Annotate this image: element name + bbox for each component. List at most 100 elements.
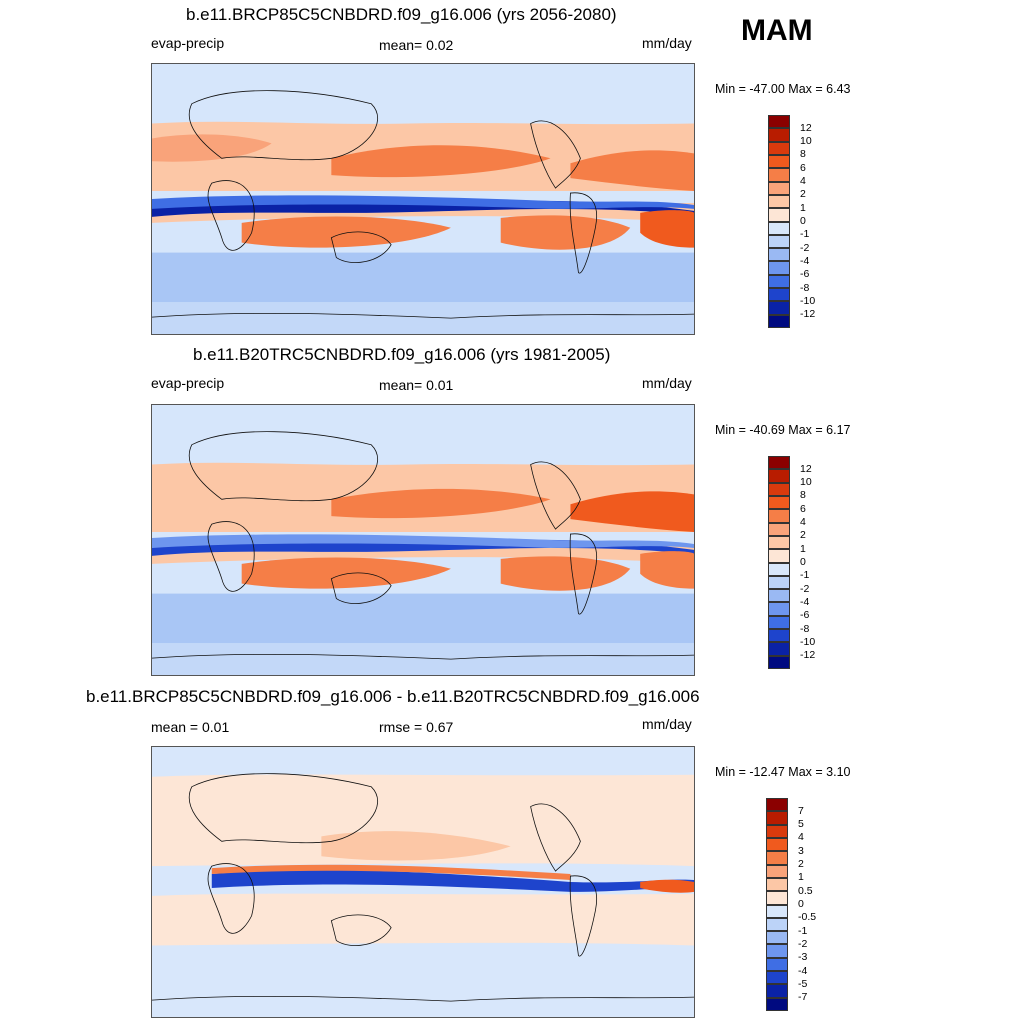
colorbar-tick-label: -10 — [800, 294, 816, 307]
panel-3-map-field — [152, 747, 694, 1017]
colorbar-tick-label: 10 — [800, 476, 812, 489]
colorbar-swatch — [766, 904, 788, 918]
colorbar-swatch — [768, 128, 790, 142]
colorbar-swatch — [768, 154, 790, 169]
colorbar-tick-label: -12 — [800, 308, 816, 321]
colorbar-tick-label: 2 — [798, 858, 804, 871]
colorbar-swatch — [768, 194, 790, 209]
colorbar-tick-label: 12 — [800, 121, 812, 134]
panel-3-title: b.e11.BRCP85C5CNBDRD.f09_g16.006 - b.e11… — [86, 687, 700, 706]
colorbar-swatch — [768, 301, 790, 315]
panel-1-variable-label: evap-precip — [151, 35, 225, 51]
panel-3-rmse-label: rmse = 0.67 — [379, 719, 454, 735]
colorbar-swatch — [766, 851, 788, 865]
colorbar-swatch — [766, 824, 788, 838]
colorbar-swatch — [766, 957, 788, 972]
colorbar-tick-label: -4 — [798, 964, 808, 977]
panel-3-units-label: mm/day — [642, 716, 692, 732]
colorbar-swatch — [768, 469, 790, 483]
colorbar-swatch — [766, 917, 788, 932]
colorbar-tick-label: 8 — [800, 148, 806, 161]
colorbar-tick-label: 6 — [800, 161, 806, 174]
colorbar-swatch — [768, 141, 790, 155]
colorbar-tick-label: 3 — [798, 844, 804, 857]
colorbar-tick-label: -2 — [798, 937, 808, 950]
colorbar-swatch — [768, 535, 790, 550]
colorbar-swatch — [768, 602, 790, 616]
panel-2-minmax: Min = -40.69 Max = 6.17 — [715, 423, 851, 437]
colorbar-tick-label: 0.5 — [798, 884, 813, 897]
colorbar-tick-label: 4 — [798, 831, 804, 844]
colorbar-swatch — [768, 261, 790, 275]
colorbar-swatch — [768, 221, 790, 235]
colorbar-swatch — [768, 168, 790, 182]
colorbar-swatch — [766, 864, 788, 878]
colorbar-tick-label: -1 — [798, 924, 808, 937]
panel-1-units-label: mm/day — [642, 35, 692, 51]
panel-3-colorbar: 7 5 4 3 2 1 0.5 0 -0.5 -1 -2 -3 -4 -5 -7 — [766, 798, 836, 1011]
colorbar-swatch — [768, 615, 790, 630]
colorbar-swatch — [768, 314, 790, 328]
colorbar-tick-label: 2 — [800, 188, 806, 201]
colorbar-swatch — [768, 522, 790, 536]
colorbar-tick-label: 6 — [800, 502, 806, 515]
colorbar-swatch — [768, 234, 790, 249]
panel-1-map-field — [152, 64, 694, 334]
panel-3-minmax: Min = -12.47 Max = 3.10 — [715, 765, 851, 779]
panel-2-mean-label: mean= 0.01 — [379, 377, 454, 393]
colorbar-swatch — [766, 877, 788, 892]
colorbar-tick-label: 0 — [798, 898, 804, 910]
colorbar-swatch — [766, 931, 788, 945]
colorbar-tick-label: -8 — [800, 281, 810, 294]
colorbar-swatch — [768, 509, 790, 523]
colorbar-tick-label: 12 — [800, 462, 812, 475]
panel-2-title: b.e11.B20TRC5CNBDRD.f09_g16.006 (yrs 198… — [193, 345, 611, 364]
colorbar-swatch — [768, 589, 790, 603]
colorbar-swatch — [766, 984, 788, 998]
colorbar-tick-label: 8 — [800, 489, 806, 502]
colorbar-swatch — [768, 115, 790, 129]
colorbar-tick-label: -12 — [800, 649, 816, 662]
panel-3-map — [151, 746, 695, 1018]
colorbar-swatch — [768, 495, 790, 510]
colorbar-tick-label: -8 — [800, 622, 810, 635]
colorbar-tick-label: -10 — [800, 635, 816, 648]
colorbar-tick-label: 0 — [800, 215, 806, 227]
season-label: MAM — [741, 14, 813, 47]
colorbar-tick-label: -5 — [798, 977, 808, 990]
panel-1-title: b.e11.BRCP85C5CNBDRD.f09_g16.006 (yrs 20… — [186, 5, 617, 24]
colorbar-swatch — [768, 655, 790, 669]
colorbar-tick-label: -1 — [800, 569, 810, 582]
colorbar-tick-label: 4 — [800, 175, 806, 188]
colorbar-tick-label: 1 — [800, 542, 806, 555]
colorbar-swatch — [768, 575, 790, 590]
colorbar-swatch — [768, 549, 790, 563]
colorbar-swatch — [766, 798, 788, 812]
colorbar-tick-label: 4 — [800, 516, 806, 529]
panel-3-mean-label: mean = 0.01 — [151, 719, 230, 735]
panel-1-map — [151, 63, 695, 335]
colorbar-swatch — [768, 482, 790, 496]
colorbar-tick-label: -4 — [800, 254, 810, 267]
colorbar-swatch — [768, 274, 790, 289]
colorbar-tick-label: -6 — [800, 268, 810, 281]
colorbar-swatch — [766, 997, 788, 1011]
colorbar-tick-label: 5 — [798, 818, 804, 831]
panel-2-map-field — [152, 405, 694, 675]
colorbar-swatch — [766, 811, 788, 825]
colorbar-swatch — [768, 642, 790, 656]
colorbar-tick-label: -0.5 — [798, 911, 817, 924]
colorbar-tick-label: 2 — [800, 529, 806, 542]
colorbar-swatch — [768, 288, 790, 302]
colorbar-tick-label: -2 — [800, 241, 810, 254]
panel-2-units-label: mm/day — [642, 375, 692, 391]
colorbar-swatch — [768, 248, 790, 262]
colorbar-tick-label: -6 — [800, 609, 810, 622]
panel-2-variable-label: evap-precip — [151, 375, 225, 391]
colorbar-swatch — [768, 456, 790, 470]
panel-1-colorbar: 12 10 8 6 4 2 1 0 -1 -2 -4 -6 -8 -10 -12 — [768, 115, 838, 328]
colorbar-tick-label: -3 — [798, 951, 808, 964]
colorbar-swatch — [766, 891, 788, 905]
colorbar-swatch — [768, 181, 790, 195]
colorbar-tick-label: 0 — [800, 556, 806, 568]
